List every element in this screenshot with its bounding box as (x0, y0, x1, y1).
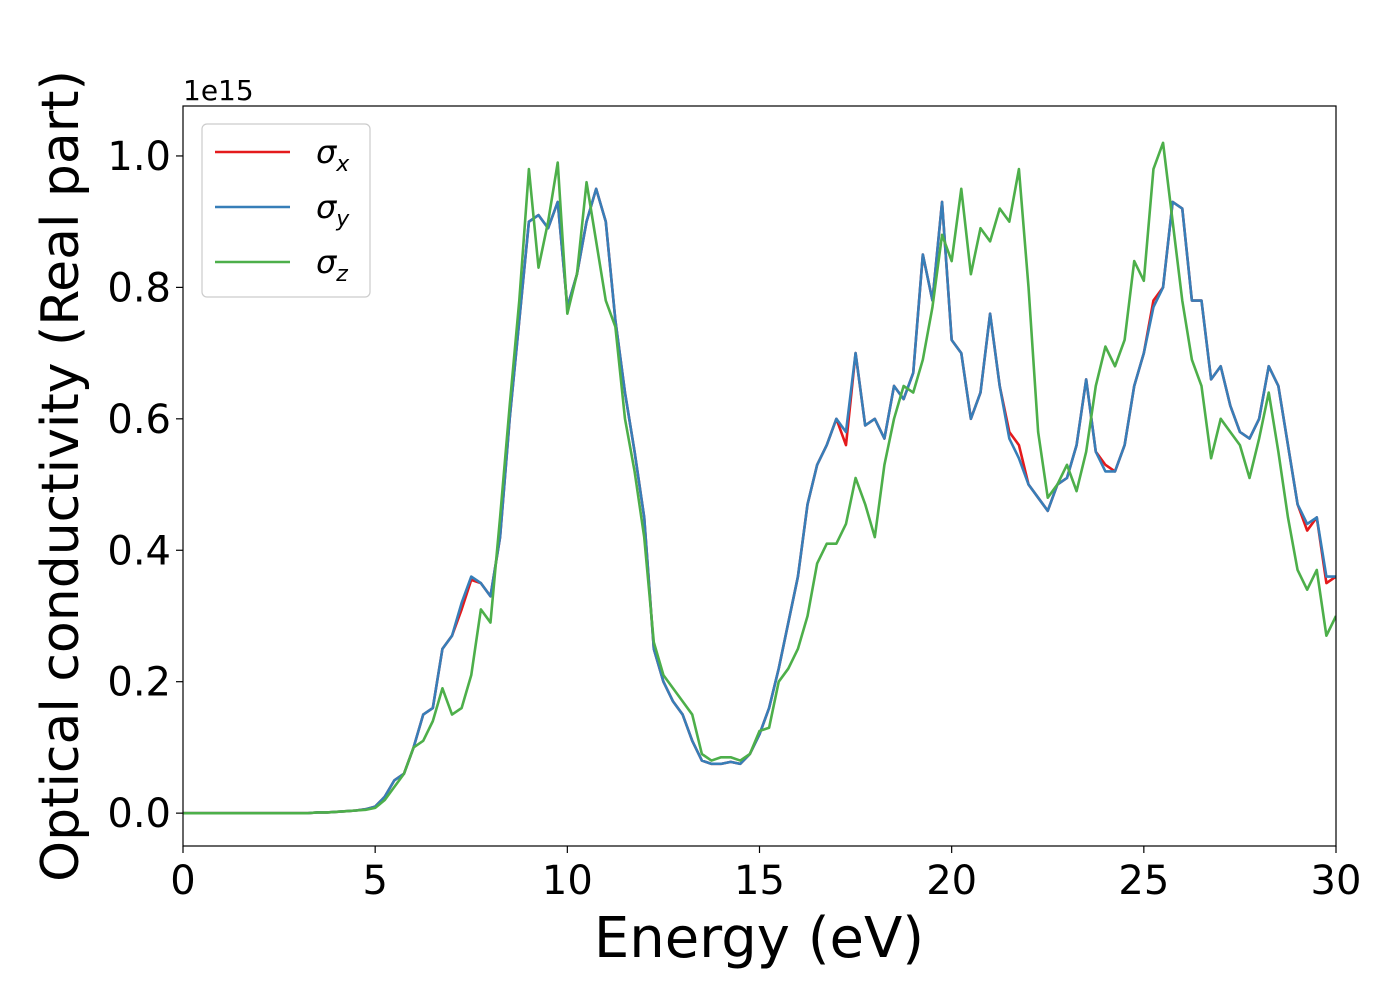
x-tick-label: 20 (926, 858, 977, 904)
x-tick-label: 5 (362, 858, 387, 904)
y-axis-label: Optical conductivity (Real part) (31, 70, 91, 882)
y-tick-label: 0.6 (107, 397, 171, 443)
series-line (183, 141, 1336, 815)
x-tick-label: 10 (542, 858, 593, 904)
plot-frame (182, 105, 1337, 847)
x-tick-label: 30 (1311, 858, 1362, 904)
x-axis-label: Energy (eV) (594, 906, 924, 971)
legend-label: σy (316, 188, 350, 232)
y-tick-label: 0.4 (107, 528, 171, 574)
legend-label: σz (316, 243, 348, 287)
y-tick-label: 0.0 (107, 791, 171, 837)
x-tick-label: 0 (170, 858, 195, 904)
y-tick-label: 0.8 (107, 265, 171, 311)
legend-label: σx (316, 133, 350, 177)
x-tick-label: 15 (734, 858, 785, 904)
y-offset-label: 1e15 (183, 74, 254, 107)
y-tick-label: 1.0 (107, 134, 171, 180)
legend-box (201, 123, 371, 298)
y-tick-label: 0.2 (107, 660, 171, 706)
x-tick-label: 25 (1118, 858, 1169, 904)
